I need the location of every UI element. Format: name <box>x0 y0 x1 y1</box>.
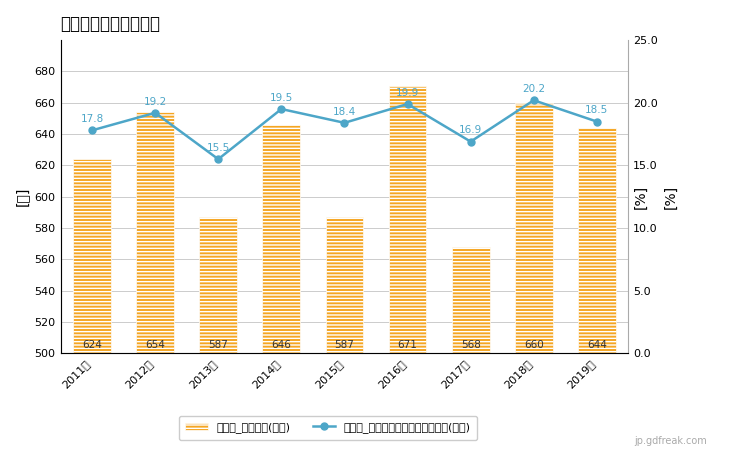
Bar <box>262 125 300 450</box>
Bar <box>389 86 426 450</box>
Text: 18.5: 18.5 <box>585 105 609 115</box>
Text: 産業用建範物数の推移: 産業用建範物数の推移 <box>61 15 160 33</box>
Bar <box>73 159 111 450</box>
Text: 15.5: 15.5 <box>206 143 230 153</box>
Text: 20.2: 20.2 <box>522 84 545 94</box>
Text: 646: 646 <box>271 340 292 350</box>
Y-axis label: [棟]: [棟] <box>15 187 29 207</box>
Bar <box>326 217 363 450</box>
Legend: 産業用_建範物数(左軸), 産業用_全建範物数にしめるシェア(右軸): 産業用_建範物数(左軸), 産業用_全建範物数にしめるシェア(右軸) <box>179 416 477 440</box>
Text: 19.9: 19.9 <box>396 88 419 98</box>
Text: jp.gdfreak.com: jp.gdfreak.com <box>634 436 707 446</box>
Text: 568: 568 <box>461 340 480 350</box>
Text: 654: 654 <box>145 340 165 350</box>
Text: 17.8: 17.8 <box>80 114 104 124</box>
Text: 19.5: 19.5 <box>270 93 293 103</box>
Bar <box>452 247 490 450</box>
Y-axis label: [%]: [%] <box>634 184 648 209</box>
Text: 19.2: 19.2 <box>144 97 167 107</box>
Bar <box>578 128 616 450</box>
Bar <box>515 103 553 450</box>
Text: 624: 624 <box>82 340 102 350</box>
Y-axis label: [%]: [%] <box>663 184 677 209</box>
Text: 644: 644 <box>587 340 607 350</box>
Text: 587: 587 <box>335 340 354 350</box>
Bar <box>136 112 174 450</box>
Text: 18.4: 18.4 <box>333 107 356 117</box>
Text: 16.9: 16.9 <box>459 126 483 135</box>
Text: 587: 587 <box>208 340 228 350</box>
Text: 671: 671 <box>397 340 418 350</box>
Bar <box>199 217 237 450</box>
Text: 660: 660 <box>524 340 544 350</box>
